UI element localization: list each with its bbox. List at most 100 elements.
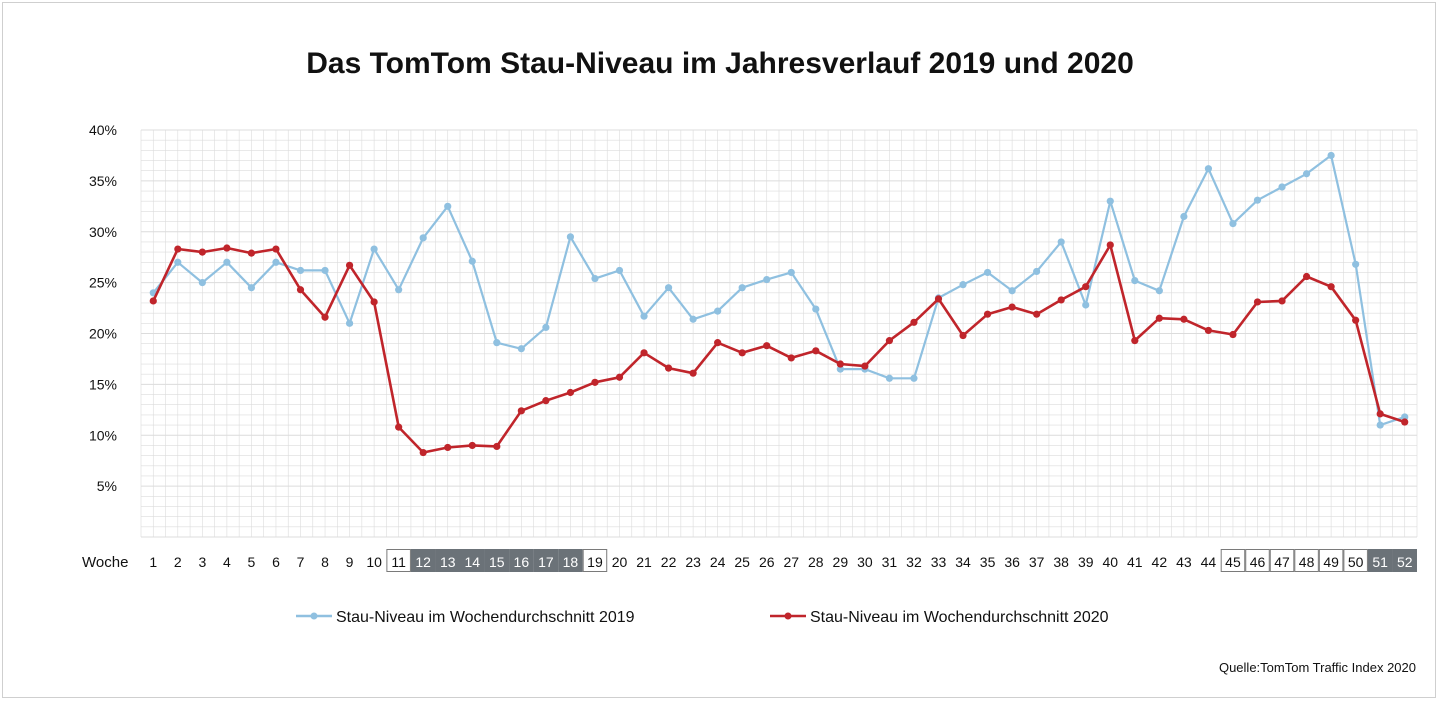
series-line-2019	[152, 154, 1406, 427]
data-point-2019	[1106, 197, 1114, 205]
data-point-2020	[493, 442, 501, 451]
data-point-2020	[1204, 326, 1213, 335]
y-tick-label: 15%	[89, 376, 117, 392]
x-tick-label: 2	[174, 554, 182, 570]
week-highlight-dark	[460, 549, 485, 572]
data-point-2019	[1033, 267, 1041, 276]
x-tick-label: 26	[759, 554, 775, 570]
data-point-2020	[1376, 410, 1384, 418]
x-tick-label: 3	[198, 554, 206, 570]
data-point-2019	[714, 307, 722, 315]
x-tick-label: 45	[1225, 554, 1241, 570]
data-point-2019	[566, 233, 575, 241]
data-point-2020	[444, 443, 452, 452]
data-point-2020	[1302, 272, 1311, 281]
data-point-2020	[861, 362, 869, 370]
data-point-2020	[174, 245, 182, 253]
x-tick-label: 7	[297, 554, 305, 570]
data-point-2020	[1229, 330, 1237, 339]
data-point-2019	[321, 266, 329, 275]
data-point-2020	[296, 286, 305, 294]
y-tick-label: 25%	[89, 275, 117, 291]
data-point-2020	[738, 349, 746, 357]
week-highlight-dark	[410, 549, 436, 572]
week-highlight-light	[1294, 549, 1319, 572]
data-point-2020	[272, 245, 280, 253]
grid-lines	[140, 129, 1418, 538]
data-point-2019	[787, 268, 795, 277]
x-tick-label: 17	[538, 554, 554, 570]
series-line-2020	[152, 243, 1406, 454]
x-tick-label: 49	[1323, 554, 1339, 570]
data-point-2019	[370, 245, 378, 253]
data-point-2019	[345, 319, 354, 327]
x-tick-label: 36	[1004, 554, 1020, 570]
data-point-2019	[1352, 260, 1360, 268]
x-tick-label: 12	[415, 554, 431, 570]
data-point-2020	[640, 349, 648, 357]
data-point-2019	[272, 258, 280, 266]
data-point-2020	[787, 354, 795, 362]
data-point-2019	[247, 284, 256, 292]
data-point-2020	[1253, 298, 1262, 306]
data-point-2019	[517, 345, 525, 353]
data-point-2020	[1352, 316, 1360, 324]
x-tick-label: 52	[1397, 554, 1413, 570]
y-tick-label: 40%	[89, 122, 117, 138]
data-point-2019	[1278, 183, 1286, 191]
x-tick-label: 25	[734, 554, 750, 570]
data-point-2019	[174, 258, 182, 266]
data-point-2020	[591, 378, 599, 386]
data-point-2020	[1008, 303, 1016, 311]
data-point-2020	[542, 397, 550, 405]
x-tick-label: 16	[514, 554, 530, 570]
data-point-2019	[1131, 276, 1139, 285]
data-point-2019	[223, 258, 231, 266]
x-tick-label: 6	[272, 554, 280, 570]
data-point-2020	[370, 298, 378, 306]
week-highlight-light	[1220, 549, 1246, 572]
week-highlight-light	[1343, 549, 1368, 572]
week-highlight-dark	[1367, 549, 1393, 572]
data-point-2020	[836, 360, 844, 368]
data-point-2020	[885, 337, 894, 345]
x-tick-label: 20	[612, 554, 628, 570]
x-axis-weeks: Woche 1 2 3 4 5 6 7 8 9 10 11 12 13 14 15 16 17 18 19 20 21 2…	[82, 549, 1417, 572]
data-point-2019	[983, 268, 992, 277]
x-tick-label: 14	[464, 554, 480, 570]
data-point-2019	[738, 284, 746, 292]
data-point-2019	[1057, 238, 1065, 246]
data-point-2019	[591, 274, 599, 283]
data-point-2019	[198, 279, 206, 287]
data-point-2020	[395, 423, 403, 431]
data-point-2019	[395, 286, 403, 294]
series-layer	[149, 151, 1409, 457]
data-point-2020	[345, 261, 354, 269]
data-point-2019	[296, 266, 305, 275]
x-tick-label: 15	[489, 554, 505, 570]
data-point-2019	[812, 305, 820, 313]
week-highlight-dark	[435, 549, 460, 572]
x-tick-label: 13	[440, 554, 456, 570]
x-axis-label: Woche	[82, 554, 128, 571]
data-point-2020	[517, 407, 525, 415]
chart-title: Das TomTom Stau-Niveau im Jahresverlauf …	[306, 47, 1134, 80]
data-point-2019	[836, 365, 844, 373]
x-tick-label: 22	[661, 554, 677, 570]
x-tick-label: 1	[149, 554, 157, 570]
week-highlight-dark	[484, 549, 510, 572]
data-point-2019	[542, 323, 550, 331]
data-point-2019	[689, 315, 697, 323]
week-highlight-light	[1318, 549, 1344, 572]
x-tick-label: 40	[1102, 554, 1118, 570]
data-point-2019	[1253, 196, 1262, 204]
data-point-2020	[1180, 315, 1188, 323]
x-tick-label: 8	[321, 554, 329, 570]
x-tick-label: 21	[636, 554, 652, 570]
x-tick-label: 30	[857, 554, 873, 570]
data-point-2020	[566, 388, 575, 397]
data-point-2019	[1401, 413, 1409, 421]
data-point-2020	[149, 297, 157, 305]
y-tick-label: 30%	[89, 224, 117, 240]
x-tick-label: 5	[248, 554, 256, 570]
